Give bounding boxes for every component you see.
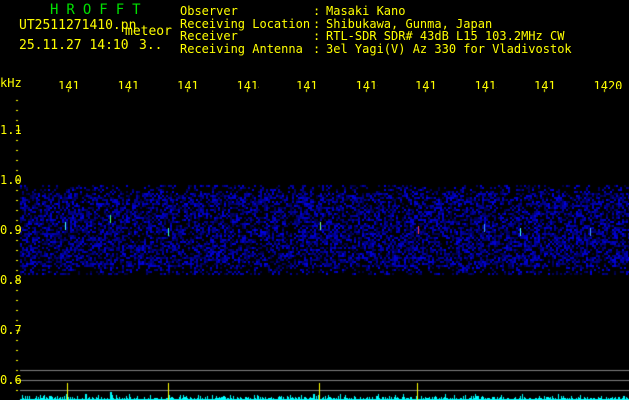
info-value: 3el Yagi(V) Az 330 for Vladivostok — [326, 41, 572, 56]
info-value: Shibukawa, Gunma, Japan — [326, 16, 493, 31]
info-label: Receiver — [180, 29, 238, 43]
info-separator: : — [313, 4, 321, 18]
x-tick-label: 1420 — [593, 80, 623, 89]
x-tick-label: 1419 — [534, 80, 556, 89]
x-tick-label: 1413 — [177, 80, 199, 89]
y-tick-label: 0.8 — [0, 273, 22, 287]
app-title: HROFFT — [50, 2, 149, 18]
y-tick-label: 1.1 — [0, 123, 22, 137]
x-tick-label: 1414 — [236, 80, 259, 89]
x-tick-label: 1417 — [415, 80, 437, 89]
x-tick-label: 1418 — [474, 80, 497, 89]
x-tick-label: 1415 — [296, 80, 318, 89]
x-tick-label: 1412 — [117, 80, 140, 89]
mode-label: meteor — [125, 24, 172, 39]
y-tick-label: 1.0 — [0, 173, 22, 187]
info-separator: : — [313, 29, 321, 43]
info-label: Receiving Location — [180, 16, 311, 31]
info-label: Observer — [180, 4, 238, 18]
count: 3.. — [139, 38, 163, 53]
x-tick-label: 1416 — [355, 80, 378, 89]
filename: UT2511271410.pn — [19, 18, 137, 33]
info-separator: : — [313, 16, 321, 31]
info-separator: : — [313, 41, 321, 56]
info-label: Receiving Antenna — [180, 41, 303, 56]
info-value: RTL-SDR SDR# 43dB L15 103.2MHz CW — [326, 29, 565, 43]
y-tick-label: 0.7 — [0, 323, 22, 337]
y-tick-label: 0.6 — [0, 373, 22, 387]
info-value: Masaki Kano — [326, 4, 406, 18]
y-tick-label: 0.9 — [0, 223, 22, 237]
datetime: 25.11.27 14:10 — [19, 38, 129, 53]
y-unit-label: kHz — [0, 76, 22, 90]
